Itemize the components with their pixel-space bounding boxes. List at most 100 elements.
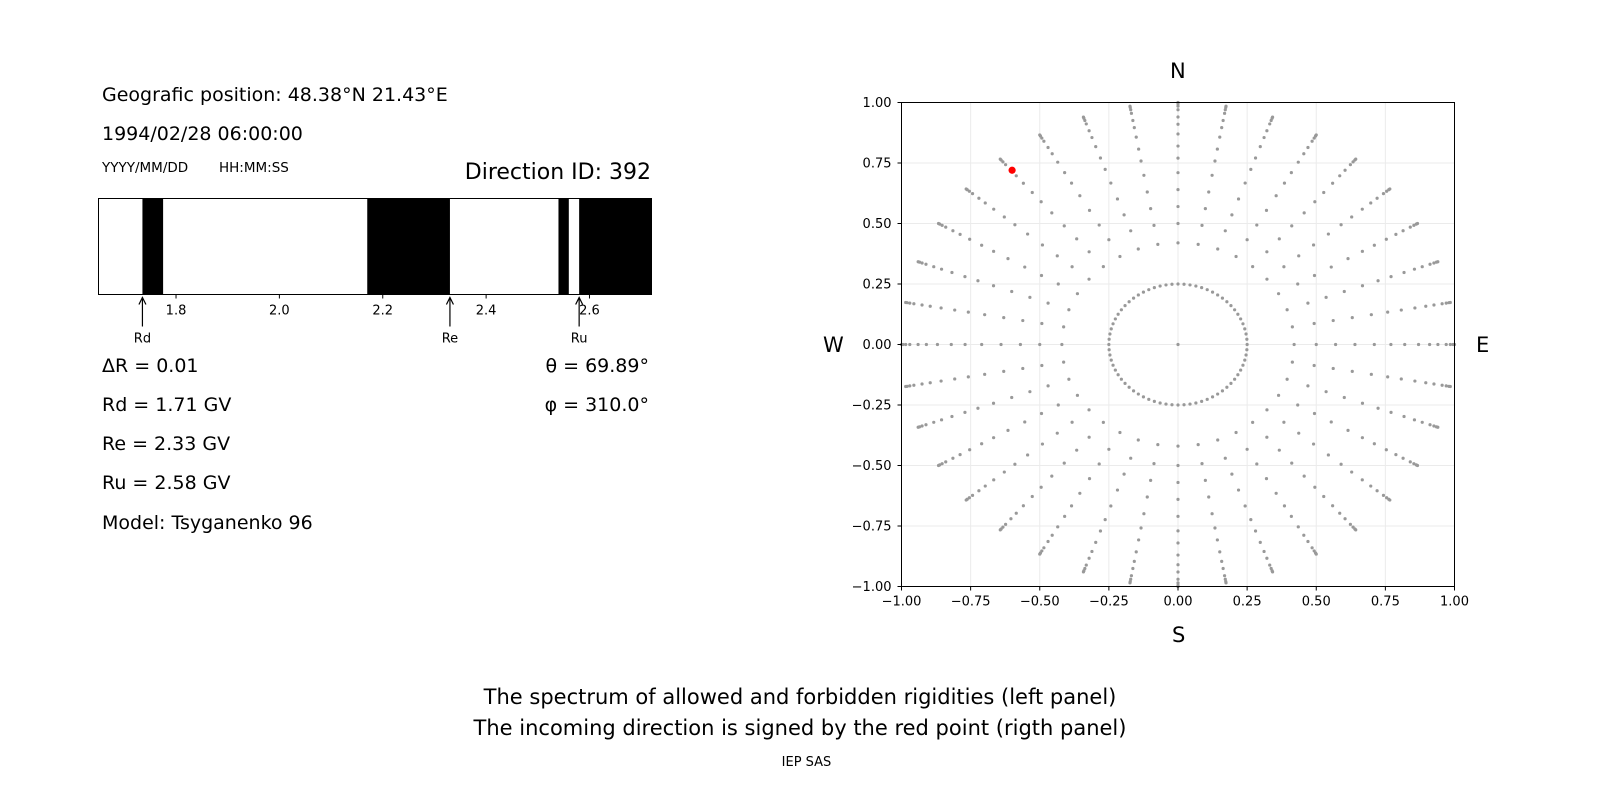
y-tick-label: 0.50 xyxy=(863,217,892,232)
direction-point xyxy=(916,260,920,264)
x-tick-label: 2.0 xyxy=(269,304,290,319)
direction-point xyxy=(1137,147,1141,151)
direction-point xyxy=(1314,552,1318,556)
direction-point xyxy=(1147,397,1151,401)
direction-point xyxy=(1156,242,1160,247)
direction-point xyxy=(1030,190,1034,195)
direction-point xyxy=(1384,448,1388,452)
direction-point xyxy=(1123,304,1127,308)
direction-point xyxy=(1394,232,1398,236)
direction-point xyxy=(1176,188,1180,192)
direction-point xyxy=(1289,514,1293,518)
direction-point xyxy=(1176,241,1180,245)
direction-point xyxy=(1306,384,1310,388)
direction-point xyxy=(1296,160,1300,164)
direction-point xyxy=(1215,147,1219,151)
direction-point xyxy=(1412,267,1417,271)
direction-point xyxy=(1200,399,1204,403)
direction-point xyxy=(1296,282,1300,286)
direction-point xyxy=(1243,504,1247,508)
direction-point xyxy=(1115,488,1120,492)
direction-point xyxy=(1040,363,1044,368)
direction-point xyxy=(1119,308,1123,312)
direction-point xyxy=(980,442,984,446)
direction-point xyxy=(1221,118,1225,123)
direction-point xyxy=(1223,577,1227,581)
direction-point xyxy=(1388,498,1392,502)
direction-point xyxy=(1241,363,1245,367)
direction-point xyxy=(1087,435,1091,439)
direction-point xyxy=(1338,174,1342,178)
direction-point xyxy=(1013,462,1017,466)
direction-point xyxy=(1113,368,1117,372)
direction-point xyxy=(1360,436,1364,440)
direction-point xyxy=(1090,135,1094,140)
direction-point xyxy=(1200,462,1204,466)
direction-point xyxy=(1176,444,1180,448)
direction-point xyxy=(1401,456,1405,460)
direction-point xyxy=(1436,260,1440,264)
marker-label: Rd xyxy=(134,332,151,347)
direction-point xyxy=(968,448,972,452)
direction-point xyxy=(939,418,944,422)
direction-point xyxy=(1218,550,1222,554)
direction-point xyxy=(1402,414,1406,419)
direction-point xyxy=(1081,115,1086,119)
direction-point xyxy=(1312,363,1316,368)
direction-point xyxy=(1038,133,1042,137)
direction-point xyxy=(1338,511,1342,515)
direction-point xyxy=(1306,301,1310,305)
direction-point xyxy=(912,383,916,387)
direction-point xyxy=(1122,213,1126,217)
direction-point xyxy=(1223,456,1227,460)
direction-point xyxy=(1087,250,1091,254)
direction-point xyxy=(951,456,955,460)
direction-point xyxy=(1023,420,1027,424)
direction-point xyxy=(1139,526,1143,530)
forbidden-band xyxy=(558,198,569,295)
direction-point xyxy=(1014,511,1018,515)
direction-point xyxy=(1221,566,1225,571)
direction-point xyxy=(1210,173,1214,177)
direction-point xyxy=(924,262,928,266)
direction-point xyxy=(1119,377,1123,381)
y-tick-label: 0.75 xyxy=(863,157,892,172)
direction-point xyxy=(1023,265,1027,269)
direction-point xyxy=(964,187,968,191)
direction-point xyxy=(1265,435,1269,439)
direction-point xyxy=(1376,406,1380,410)
direction-point xyxy=(1176,108,1180,112)
direction-point xyxy=(1415,463,1420,468)
direction-point xyxy=(1109,181,1113,185)
direction-point xyxy=(939,267,944,271)
direction-point xyxy=(1136,247,1140,251)
direction-point xyxy=(1141,290,1146,294)
direction-point xyxy=(1372,342,1376,347)
direction-point xyxy=(1394,453,1398,457)
direction-point xyxy=(1223,108,1227,112)
direction-point xyxy=(1107,337,1111,341)
direction-point xyxy=(1176,570,1180,574)
direction-point xyxy=(940,462,944,466)
direction-point xyxy=(1311,442,1316,446)
direction-point xyxy=(1213,159,1217,163)
direction-point xyxy=(1152,462,1156,466)
direction-point xyxy=(983,372,987,376)
direction-point xyxy=(1062,224,1066,228)
direction-point xyxy=(1222,111,1227,115)
direction-point xyxy=(920,261,924,265)
direction-point xyxy=(1136,293,1140,297)
direction-point xyxy=(1070,420,1074,424)
direction-point xyxy=(1182,282,1186,286)
direction-point xyxy=(1040,442,1045,446)
phi-value: φ = 310.0° xyxy=(544,394,649,416)
direction-point xyxy=(1010,395,1014,400)
direction-point xyxy=(1244,332,1248,336)
direction-point xyxy=(1131,118,1135,123)
direction-point xyxy=(1225,385,1229,389)
direction-point xyxy=(1176,144,1180,148)
direction-point xyxy=(1354,157,1358,161)
direction-point xyxy=(1265,250,1269,254)
direction-point xyxy=(1342,289,1346,294)
direction-point xyxy=(1229,381,1233,385)
